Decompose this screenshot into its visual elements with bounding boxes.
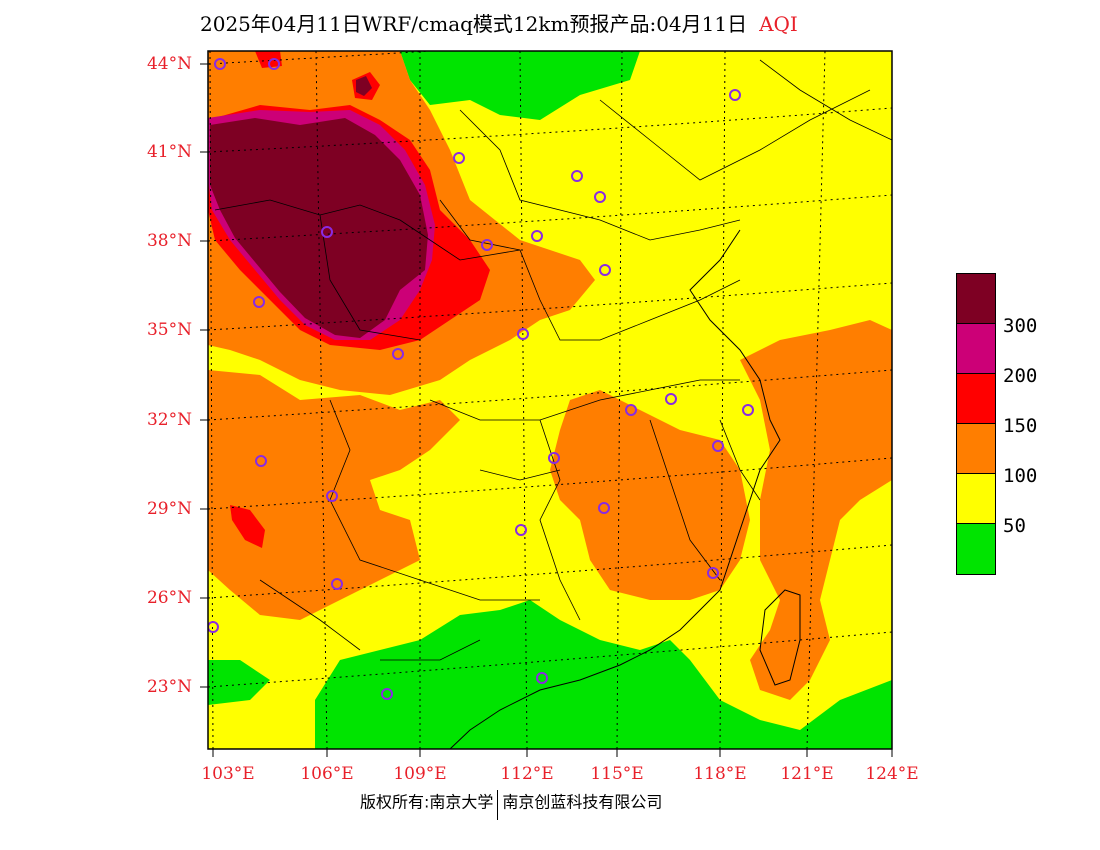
legend-label-300: 300 <box>1003 315 1038 337</box>
station-marker <box>707 567 719 579</box>
lon-label-121: 121°E <box>780 764 834 784</box>
legend-swatch-yellow <box>957 474 995 524</box>
legend-label-50: 50 <box>1003 515 1026 537</box>
station-marker <box>665 393 677 405</box>
taiwan-outline <box>759 589 801 686</box>
station-marker <box>381 688 393 700</box>
lon-label-118: 118°E <box>693 764 747 784</box>
legend-swatch-orange <box>957 424 995 474</box>
station-marker <box>321 226 333 238</box>
lat-label-41: 41°N <box>146 142 192 162</box>
station-marker <box>253 296 265 308</box>
aqi-maroon-spot <box>356 76 372 96</box>
lat-label-29: 29°N <box>146 499 192 519</box>
footer-separator <box>497 790 499 820</box>
title-main: 2025年04月11日WRF/cmaq模式12km预报产品:04月11日 <box>200 12 748 36</box>
footer-copyright: 版权所有:南京大学 <box>360 792 494 812</box>
lon-label-103: 103°E <box>201 764 255 784</box>
lat-gridlines <box>208 51 892 688</box>
lon-gridlines <box>209 51 826 749</box>
aqi-orange-east-sea <box>740 320 892 700</box>
title-variable: AQI <box>759 12 798 36</box>
legend-swatch-maroon <box>957 274 995 324</box>
axis-ticks <box>200 63 893 757</box>
station-marker <box>255 455 267 467</box>
aqi-green-southwest <box>208 660 270 705</box>
station-marker <box>481 239 493 251</box>
station-marker <box>625 404 637 416</box>
station-marker <box>571 170 583 182</box>
aqi-maroon-zone <box>210 118 428 338</box>
station-marker <box>392 348 404 360</box>
station-marker <box>331 578 343 590</box>
lon-label-124: 124°E <box>865 764 919 784</box>
lon-label-115: 115°E <box>590 764 644 784</box>
legend-label-150: 150 <box>1003 415 1038 437</box>
map-frame <box>207 50 893 750</box>
lon-label-112: 112°E <box>500 764 554 784</box>
station-marker <box>268 58 280 70</box>
lat-label-32: 32°N <box>146 410 192 430</box>
legend-label-100: 100 <box>1003 465 1038 487</box>
footer-company: 南京创蓝科技有限公司 <box>502 792 663 812</box>
lon-label-109: 109°E <box>393 764 447 784</box>
lat-label-44: 44°N <box>146 54 192 74</box>
aqi-orange-sw-block <box>208 370 460 620</box>
legend-swatch-purple <box>957 324 995 374</box>
station-marker <box>326 490 338 502</box>
legend-swatch-green <box>957 524 995 574</box>
station-marker <box>729 89 741 101</box>
coastline <box>449 229 781 749</box>
lat-label-38: 38°N <box>146 231 192 251</box>
aqi-green-north <box>400 51 640 120</box>
station-marker <box>453 152 465 164</box>
aqi-legend <box>956 273 996 575</box>
station-marker <box>742 404 754 416</box>
map-title: 2025年04月11日WRF/cmaq模式12km预报产品:04月11日 AQI <box>200 8 798 37</box>
station-markers <box>208 58 754 700</box>
station-marker <box>214 58 226 70</box>
lat-label-23: 23°N <box>146 677 192 697</box>
aqi-red-spot-southwest <box>230 505 265 548</box>
province-boundaries <box>214 59 892 661</box>
lon-label-106: 106°E <box>300 764 354 784</box>
legend-label-200: 200 <box>1003 365 1038 387</box>
station-marker <box>517 328 529 340</box>
station-marker <box>712 440 724 452</box>
lat-label-26: 26°N <box>146 588 192 608</box>
legend-swatch-red <box>957 374 995 424</box>
station-marker <box>531 230 543 242</box>
aqi-green-south <box>315 600 892 749</box>
aqi-orange-central <box>550 390 750 600</box>
station-marker <box>515 524 527 536</box>
aqi-red-spot-top <box>255 51 282 68</box>
footer-credits: 版权所有:南京大学 南京创蓝科技有限公司 <box>360 788 663 820</box>
station-marker <box>599 264 611 276</box>
station-marker <box>594 191 606 203</box>
station-marker <box>208 621 219 633</box>
station-marker <box>548 452 560 464</box>
aqi-field <box>208 51 892 749</box>
lat-label-35: 35°N <box>146 320 192 340</box>
station-marker <box>536 672 548 684</box>
station-marker <box>598 502 610 514</box>
